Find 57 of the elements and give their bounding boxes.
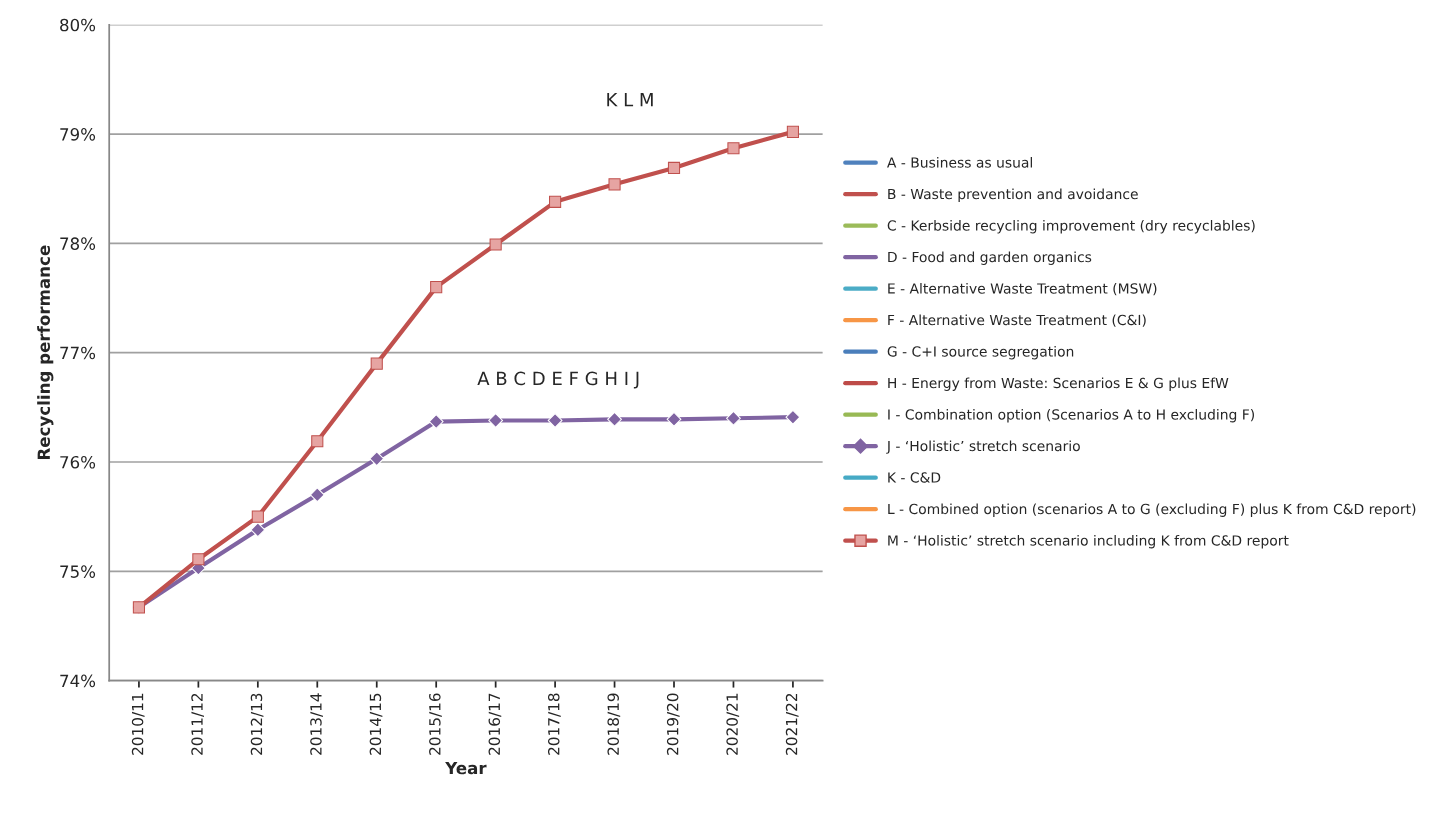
legend-label: I - Combination option (Scenarios A to H excluding F) [888,408,1254,423]
point [489,238,502,251]
legend-label: K - C&D [888,472,941,483]
legend-label: B - Waste prevention and avoidance [888,188,1138,202]
point [608,178,621,191]
legend-label: D - Food and garden organics [888,251,1092,265]
x-tick-label: 2015/16 [429,693,442,755]
point [607,411,622,427]
x-tick-label: 2010/11 [131,693,145,755]
annotation: A B C D E F G H I J [477,371,639,389]
point [786,125,799,138]
legend-label: L - Combined option (scenarios A to G (excluding F) plus K from C&D report) [888,503,1416,517]
y-tick-label: 75% [60,565,96,578]
y-tick-label: 79% [60,128,96,141]
point [549,195,562,208]
point [370,357,383,370]
y-axis-title: Recycling performance [37,245,54,460]
x-axis-title: Year [445,761,487,775]
point [547,413,563,428]
x-tick-label: 2011/12 [191,693,205,755]
point [727,142,740,155]
y-tick-label: 77% [60,346,96,360]
point [428,414,444,429]
y-tick-label: 74% [60,674,96,688]
point [192,553,205,566]
legend-label: J - ‘Holistic’ stretch scenario [886,440,1080,454]
point [369,451,385,467]
x-tick-label: 2021/22 [785,693,799,755]
point [309,487,325,503]
legend-label: C - Kerbside recycling improvement (dry recyclables) [887,219,1255,234]
legend-label: A - Business as usual [887,156,1032,168]
x-tick-label: 2019/20 [666,693,680,755]
x-tick-label: 2013/14 [310,693,323,755]
legend-label: G - C+I source segregation [887,345,1074,360]
point [666,411,682,427]
point [488,413,504,428]
legend-label: M - ‘Holistic’ stretch scenario including K from C&D report [888,534,1289,549]
x-tick-label: 2020/21 [726,693,740,755]
x-tick-label: 2018/19 [607,693,621,755]
point [726,410,741,426]
y-tick-label: 80% [60,18,96,32]
x-tick-label: 2014/15 [369,693,383,755]
point [311,435,324,448]
y-tick-label: 78% [60,237,96,250]
x-tick-label: 2017/18 [547,693,561,755]
legend-label: E - Alternative Waste Treatment (MSW) [888,282,1157,296]
legend-label: H - Energy from Waste: Scenarios E & G plus EfW [888,377,1229,391]
x-tick-label: 2016/17 [488,693,502,755]
point [250,522,266,538]
point [430,281,443,294]
point [667,161,681,175]
point [785,409,801,425]
y-tick-label: 76% [60,455,96,469]
point [251,510,264,523]
legend-label: F - Alternative Waste Treatment (C&I) [888,314,1146,327]
annotation: K L M [607,93,653,107]
x-tick-label: 2012/13 [250,693,264,755]
